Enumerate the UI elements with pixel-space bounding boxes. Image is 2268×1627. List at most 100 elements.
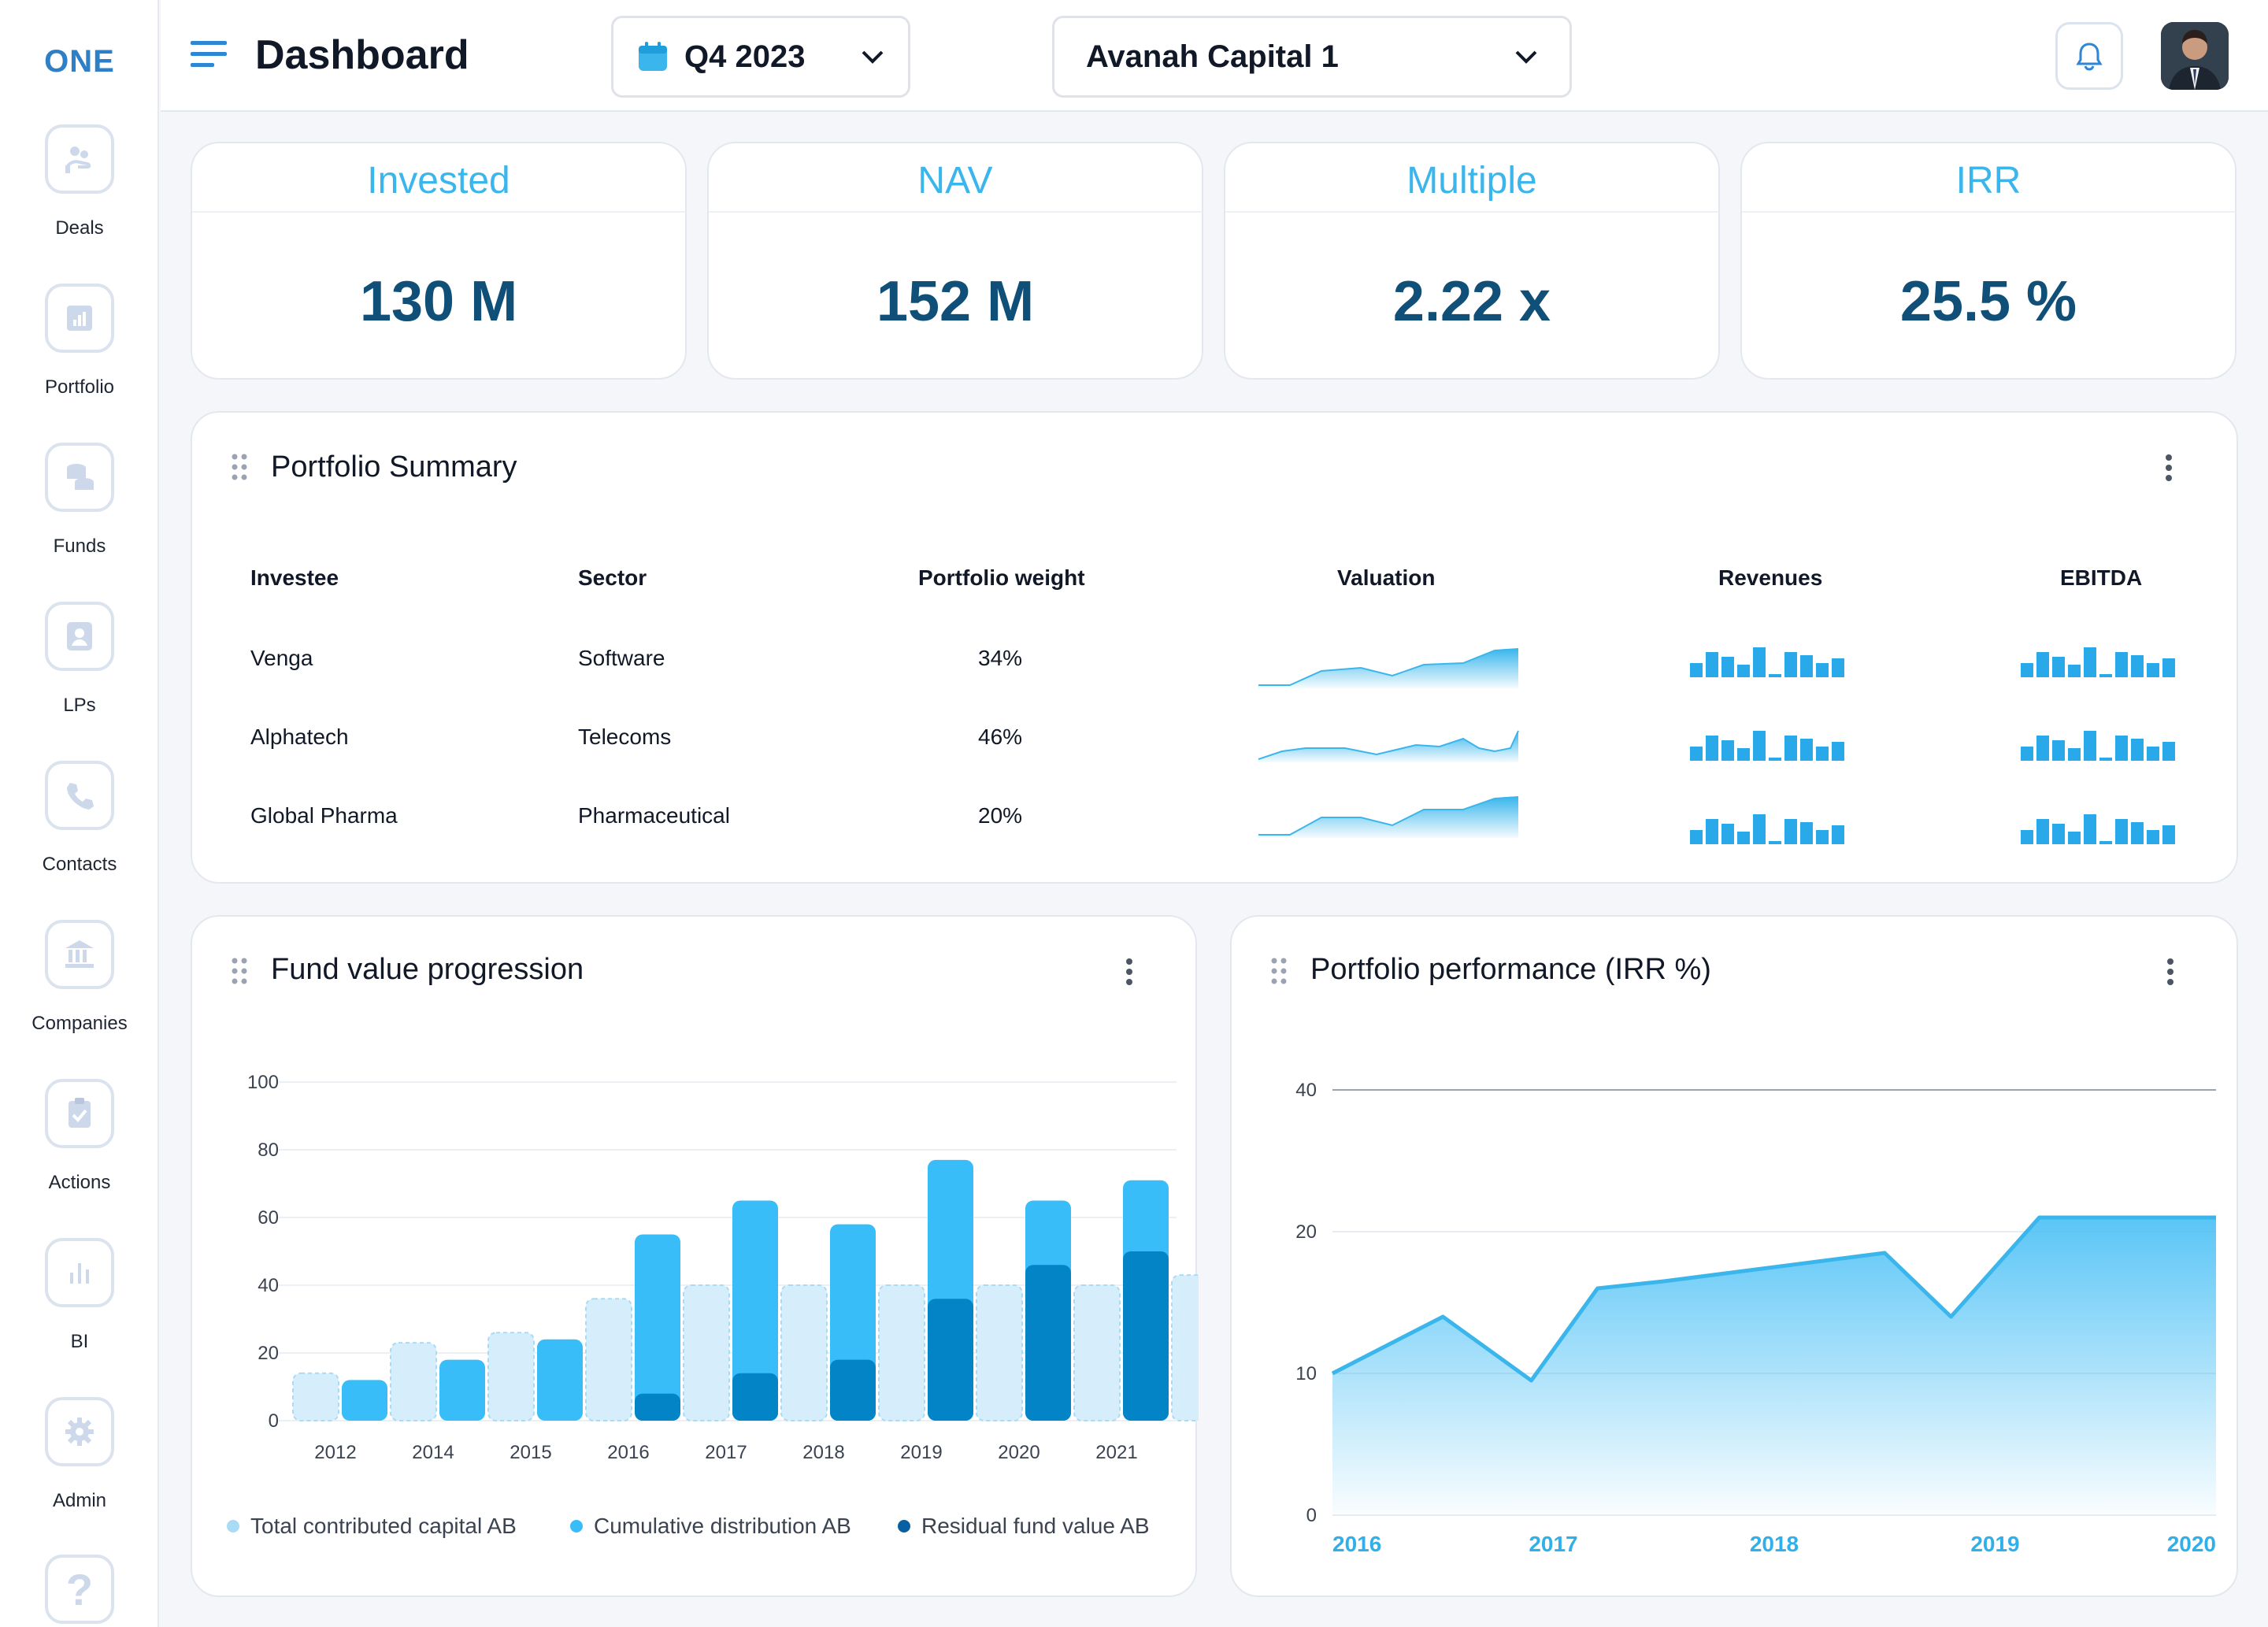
y-tick-label: 80 (258, 1140, 279, 1161)
valuation-sparkline (1258, 648, 1519, 688)
x-tick-label: 2017 (1529, 1532, 1577, 1556)
drag-handle-icon[interactable] (1271, 958, 1287, 984)
kpi-divider (709, 211, 1202, 213)
sidebar-item-label: BI (70, 1331, 89, 1352)
bar-total-contributed (1073, 1284, 1121, 1421)
kpi-label: IRR (1955, 160, 2022, 202)
bar-total-contributed (878, 1284, 925, 1421)
column-header-valuation: Valuation (1337, 565, 1436, 590)
x-tick-label: 2019 (900, 1442, 942, 1463)
lps-icon (45, 602, 114, 671)
clipboard-check-icon (45, 1079, 114, 1148)
bar-total-contributed (1171, 1274, 1199, 1421)
sidebar-item-label: LPs (63, 695, 96, 716)
legend-label: Total contributed capital AB (250, 1514, 517, 1538)
bar-residual-value (732, 1373, 778, 1421)
valuation-sparkline (1258, 730, 1519, 762)
more-options-icon[interactable] (1125, 958, 1134, 986)
kpi-value: 130 M (359, 270, 518, 333)
sidebar-item-label: Funds (53, 536, 106, 557)
period-select[interactable]: Q4 2023 (611, 16, 910, 98)
cell-weight: 34% (978, 646, 1023, 670)
kpi-value: 152 M (876, 270, 1035, 333)
y-tick-label: 20 (1295, 1221, 1317, 1243)
chevron-down-icon (1514, 49, 1538, 65)
sidebar-item-bi[interactable]: BI (0, 1238, 159, 1372)
kpi-label: NAV (917, 160, 993, 202)
kpi-divider (1742, 211, 2235, 213)
x-tick-label: 2014 (412, 1442, 454, 1463)
legend-item: Residual fund value AB (898, 1514, 1150, 1539)
sidebar-item-actions[interactable]: Actions (0, 1079, 159, 1213)
sidebar-item-companies[interactable]: Companies (0, 920, 159, 1054)
irr-chart: 0 10 20 40 2016 2017 2018 2019 2020 (1295, 1080, 2216, 1556)
app-logo[interactable]: ONE (44, 44, 115, 79)
deals-icon (45, 124, 114, 194)
sidebar-item-label: Admin (52, 1490, 107, 1511)
ebitda-minibar (2021, 647, 2175, 677)
sidebar-item-label: Portfolio (44, 376, 115, 398)
bar-residual-value (830, 1359, 876, 1421)
legend-item: Total contributed capital AB (227, 1514, 517, 1539)
calendar-icon (637, 41, 669, 72)
y-tick-label: 10 (1295, 1363, 1317, 1384)
cell-investee[interactable]: Global Pharma (250, 803, 398, 828)
sidebar-item-label: Contacts (42, 854, 117, 875)
x-tick-label: 2012 (314, 1442, 356, 1463)
legend-dot (570, 1520, 583, 1532)
fund-value-chart: 0 20 40 60 80 100 2012 2014 2015 2016 2017 2018 2019… (247, 1072, 1199, 1463)
bar-total-contributed (683, 1284, 730, 1421)
x-tick-label: 2016 (607, 1442, 649, 1463)
hamburger-menu-icon[interactable] (191, 41, 227, 68)
cell-weight: 46% (978, 725, 1023, 749)
sidebar-item-deals[interactable]: Deals (0, 124, 159, 258)
cell-investee[interactable]: Alphatech (250, 725, 349, 749)
kpi-value: 2.22 x (1392, 270, 1551, 333)
sidebar-item-contacts[interactable]: Contacts (0, 761, 159, 895)
notifications-button[interactable] (2055, 22, 2123, 90)
funds-icon (45, 443, 114, 512)
y-tick-label: 0 (1306, 1505, 1317, 1526)
kpi-divider (192, 211, 685, 213)
drag-handle-icon[interactable] (232, 454, 247, 480)
legend-item: Cumulative distribution AB (570, 1514, 851, 1539)
more-options-icon[interactable] (2164, 454, 2174, 482)
sidebar-item-funds[interactable]: Funds (0, 443, 159, 576)
fund-select[interactable]: Avanah Capital 1 (1052, 16, 1572, 98)
bar-total-contributed (976, 1284, 1023, 1421)
panel-title: Fund value progression (271, 953, 584, 986)
portfolio-summary-panel: Portfolio Summary Investee Sector Portfo… (191, 411, 2238, 884)
sidebar-item-portfolio[interactable]: Portfolio (0, 284, 159, 417)
cell-sector: Telecoms (578, 725, 672, 749)
column-header-sector: Sector (578, 565, 647, 590)
sidebar-item-admin[interactable]: Admin (0, 1397, 159, 1531)
sidebar-item-label: Deals (55, 217, 104, 239)
x-tick-label: 2020 (998, 1442, 1040, 1463)
bar-residual-value (928, 1299, 973, 1421)
cell-investee[interactable]: Venga (250, 646, 313, 670)
column-header-ebitda: EBITDA (2060, 565, 2143, 590)
sidebar-item-help[interactable]: ? (0, 1555, 159, 1627)
y-tick-label: 60 (258, 1207, 279, 1229)
legend-dot (227, 1520, 239, 1532)
bar-residual-value (1123, 1251, 1169, 1421)
panel-title: Portfolio performance (IRR %) (1310, 953, 1711, 986)
kpi-divider (1225, 211, 1718, 213)
bar-cumulative-distribution (439, 1359, 485, 1421)
bar-residual-value (1025, 1265, 1071, 1421)
cell-sector: Pharmaceutical (578, 803, 730, 828)
irr-line (1331, 1215, 2216, 1383)
bar-total-contributed (390, 1342, 437, 1422)
help-glyph: ? (65, 1564, 94, 1614)
sidebar-item-lps[interactable]: LPs (0, 602, 159, 736)
more-options-icon[interactable] (2166, 958, 2175, 986)
bar-total-contributed (585, 1298, 632, 1422)
column-header-revenues: Revenues (1718, 565, 1823, 590)
legend-label: Residual fund value AB (921, 1514, 1150, 1538)
user-avatar[interactable] (2161, 22, 2229, 90)
kpi-card-invested: Invested 130 M (191, 142, 687, 380)
y-tick-label: 20 (258, 1343, 279, 1364)
drag-handle-icon[interactable] (232, 958, 247, 984)
kpi-card-irr: IRR 25.5 % (1740, 142, 2236, 380)
gear-icon (45, 1397, 114, 1466)
